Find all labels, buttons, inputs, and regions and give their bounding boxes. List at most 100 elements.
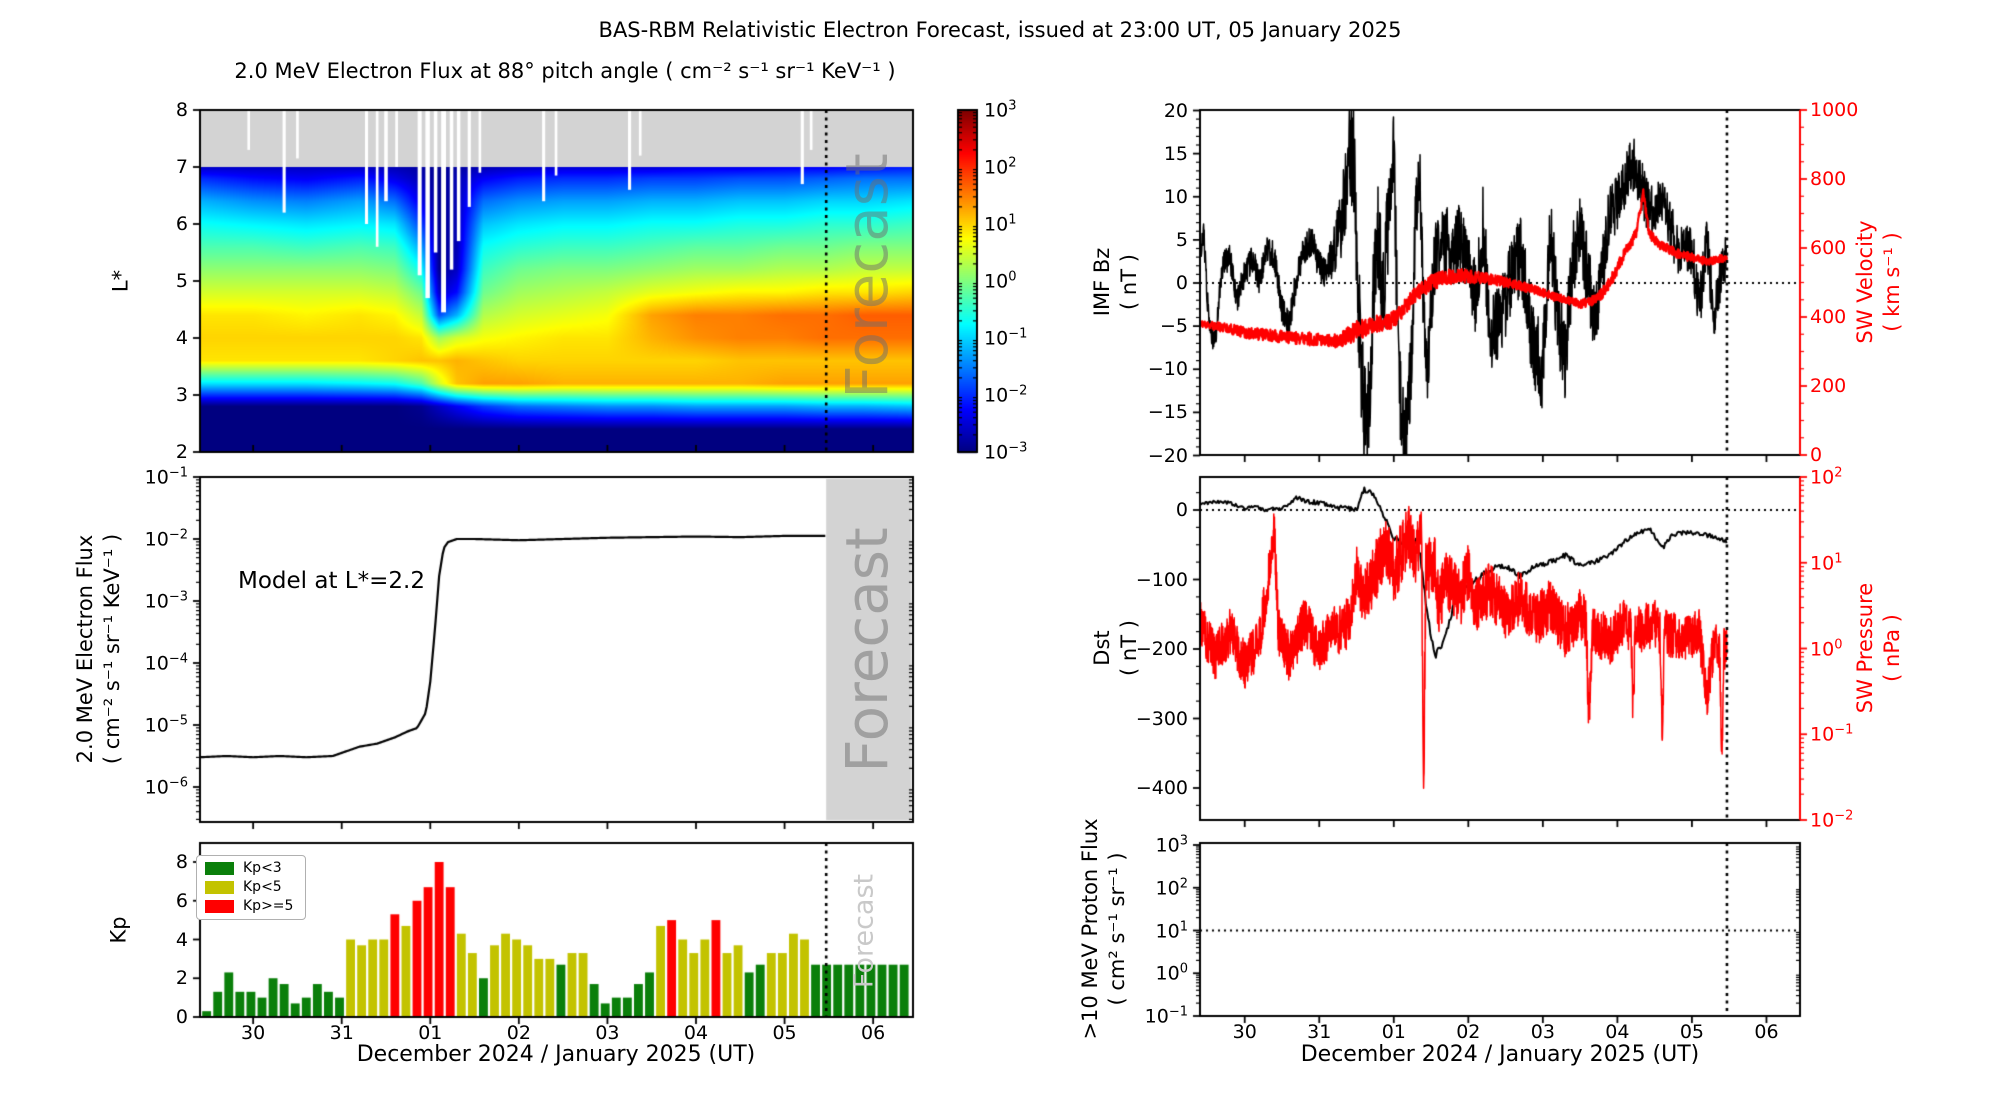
dst-ylabel-line1: Dst [1090, 630, 1114, 666]
imf-ytick--15: −15 [1147, 401, 1188, 424]
imf-ytick-0: 0 [1175, 272, 1188, 294]
imf-ytick--10: −10 [1147, 358, 1188, 381]
spectrogram-ytick-6: 6 [175, 213, 188, 235]
kp-red-swatch [205, 900, 234, 913]
proton-ylabel-line1: >10 MeV Proton Flux [1078, 818, 1102, 1040]
spectrogram-ytick-5: 5 [175, 270, 188, 292]
proton-ylabel: >10 MeV Proton Flux ( cm² s⁻¹ sr⁻¹ ) [1077, 818, 1131, 1039]
forecast-watermark-flux: Forecast [833, 527, 901, 773]
sw-velocity-ytick-1000: 1000 [1810, 99, 1859, 121]
proton-xtick-02: 02 [1456, 1021, 1481, 1043]
proton-xtick-04: 04 [1605, 1021, 1630, 1043]
sw-pressure-ytick--1: 10−1 [1810, 722, 1854, 746]
kp-legend-item-red: Kp>=5 [205, 899, 293, 914]
proton-ytick-0: 100 [1155, 961, 1188, 985]
forecast-watermark-spectrogram: Forecast [833, 153, 901, 399]
imf-ytick-20: 20 [1163, 99, 1188, 122]
flux-ylabel-line2: ( cm⁻² s⁻¹ sr⁻¹ KeV⁻¹ ) [100, 533, 124, 765]
proton-xtick-30: 30 [1232, 1021, 1257, 1043]
sw-velocity-ytick-800: 800 [1810, 168, 1847, 190]
imf-ytick--20: −20 [1147, 444, 1188, 467]
dst-ytick--400: −400 [1135, 777, 1188, 799]
spectrogram-ylabel-text: L* [108, 269, 133, 293]
sw-pressure-ytick--2: 10−2 [1810, 808, 1854, 832]
sw-pressure-ylabel-line1: SW Pressure [1853, 582, 1877, 714]
kp-xtick-31: 31 [329, 1022, 354, 1044]
sw-pressure-ytick-2: 102 [1810, 465, 1843, 489]
kp-xlabel: December 2024 / January 2025 (UT) [356, 1042, 756, 1067]
proton-ytick--1: 10−1 [1144, 1004, 1188, 1028]
proton-xlabel: December 2024 / January 2025 (UT) [1300, 1042, 1700, 1067]
kp-ytick-2: 2 [175, 967, 188, 990]
sw-velocity-ytick-400: 400 [1810, 306, 1847, 328]
kp-legend-item-green: Kp<3 [205, 861, 293, 876]
flux-ytick--3: 10−3 [144, 589, 188, 613]
colorbar-tick--1: 10−1 [984, 326, 1028, 350]
kp-ytick-4: 4 [175, 928, 188, 951]
kp-xtick-30: 30 [241, 1022, 266, 1044]
spectrogram-ylabel: L* [108, 270, 135, 292]
dst-ytick--300: −300 [1135, 707, 1188, 730]
dst-ytick--100: −100 [1135, 568, 1188, 591]
flux-ytick--6: 10−6 [144, 775, 188, 799]
page-title: BAS-RBM Relativistic Electron Forecast, … [598, 18, 1402, 42]
imf-ylabel: IMF Bz ( nT ) [1089, 248, 1143, 317]
flux-ylabel: 2.0 MeV Electron Flux ( cm⁻² s⁻¹ sr⁻¹ Ke… [72, 534, 126, 764]
proton-xtick-05: 05 [1679, 1021, 1705, 1043]
kp-xtick-02: 02 [506, 1022, 531, 1044]
proton-ytick-3: 103 [1155, 833, 1188, 857]
imf-ylabel-line2: ( nT ) [1117, 254, 1141, 310]
flux-ytick--4: 10−4 [144, 651, 188, 675]
colorbar-tick-1: 101 [984, 212, 1017, 236]
sw-pressure-ylabel-line2: ( nPa ) [1880, 614, 1904, 682]
proton-ylabel-line2: ( cm² s⁻¹ sr⁻¹ ) [1105, 852, 1129, 1006]
kp-legend-label-green: Kp<3 [243, 860, 282, 876]
kp-legend: Kp<3 Kp<5 Kp>=5 [196, 855, 307, 920]
flux-ytick--1: 10−1 [144, 465, 188, 489]
kp-xtick-03: 03 [595, 1022, 620, 1044]
kp-xtick-01: 01 [418, 1022, 443, 1044]
dst-ytick--200: −200 [1135, 638, 1188, 660]
kp-yellow-swatch [205, 881, 234, 894]
sw-velocity-ylabel-line1: SW Velocity [1853, 220, 1877, 344]
sw-pressure-ylabel: SW Pressure ( nPa ) [1852, 583, 1906, 713]
model-annotation: Model at L*=2.2 [238, 568, 425, 594]
colorbar-tick-0: 100 [984, 269, 1017, 293]
sw-pressure-ytick-1: 101 [1810, 551, 1843, 575]
spectrogram-ytick-4: 4 [175, 327, 188, 349]
sw-velocity-ytick-600: 600 [1810, 237, 1847, 259]
imf-ylabel-line1: IMF Bz [1090, 247, 1114, 317]
kp-xtick-06: 06 [861, 1022, 886, 1044]
colorbar-tick--3: 10−3 [984, 440, 1028, 464]
kp-ytick-0: 0 [175, 1006, 188, 1028]
colorbar-tick-3: 103 [984, 98, 1017, 122]
kp-ylabel-text: Kp [106, 916, 131, 944]
sw-velocity-ytick-200: 200 [1810, 375, 1847, 397]
proton-xtick-31: 31 [1307, 1021, 1332, 1043]
colorbar-tick-2: 102 [984, 155, 1017, 179]
spectrogram-ytick-3: 3 [175, 384, 188, 406]
flux-ylabel-line1: 2.0 MeV Electron Flux [73, 534, 97, 764]
flux-ytick--5: 10−5 [144, 713, 188, 737]
flux-ytick--2: 10−2 [144, 527, 188, 551]
proton-xtick-06: 06 [1754, 1021, 1779, 1043]
imf-ytick-15: 15 [1163, 142, 1188, 165]
kp-xtick-05: 05 [772, 1022, 797, 1044]
colorbar-tick--2: 10−2 [984, 383, 1028, 407]
kp-ytick-8: 8 [175, 851, 188, 873]
spectrogram-title: 2.0 MeV Electron Flux at 88° pitch angle… [234, 59, 896, 83]
kp-green-swatch [205, 862, 234, 875]
kp-legend-label-red: Kp>=5 [243, 898, 294, 914]
proton-xtick-03: 03 [1530, 1021, 1555, 1043]
imf-ytick-10: 10 [1163, 185, 1188, 208]
kp-ylabel: Kp [106, 916, 133, 943]
proton-ytick-2: 102 [1155, 876, 1188, 900]
spectrogram-ytick-7: 7 [175, 156, 188, 178]
kp-xtick-04: 04 [683, 1022, 709, 1044]
sw-velocity-ylabel: SW Velocity ( km s⁻¹ ) [1852, 220, 1906, 343]
kp-legend-item-yellow: Kp<5 [205, 880, 293, 895]
sw-pressure-ytick-0: 100 [1810, 636, 1843, 661]
